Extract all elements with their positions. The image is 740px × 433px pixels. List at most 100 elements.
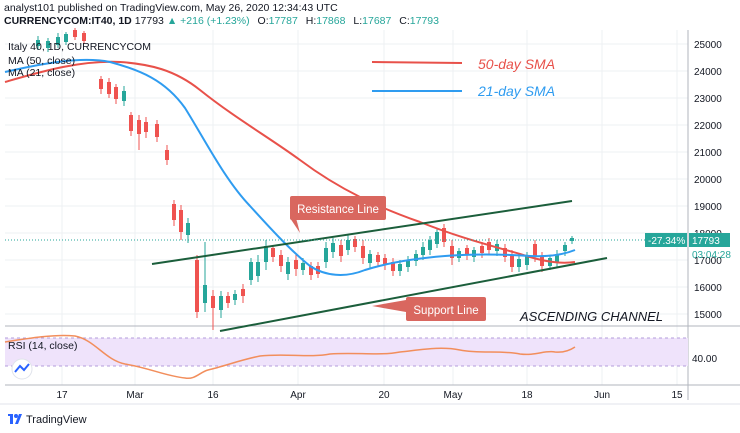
high-value: 17868	[316, 15, 346, 27]
bar-countdown: 03:04:28	[692, 250, 731, 261]
candle	[226, 292, 230, 308]
time-tick: 18	[521, 390, 533, 401]
candle	[179, 205, 183, 240]
candle	[271, 245, 275, 262]
price-tick: 23000	[694, 94, 722, 105]
price-tick: 25000	[694, 40, 722, 51]
candle	[376, 252, 380, 266]
rsi-band	[5, 338, 688, 366]
candle	[249, 258, 253, 285]
candle	[398, 260, 402, 276]
ma21-line	[4, 58, 576, 276]
sma50-annotation: 50-day SMA	[478, 56, 555, 72]
candle	[241, 284, 245, 303]
last-price-badge	[689, 233, 730, 247]
candle	[353, 236, 357, 252]
sma50-legend-line	[371, 61, 463, 64]
price-tick: 15000	[694, 310, 722, 321]
candle	[309, 262, 313, 280]
resistance-callout[interactable]: Resistance Line	[290, 196, 386, 233]
symbol-info: CURRENCYCOM:IT40, 1D 17793 ▲ +216 (+1.23…	[4, 15, 439, 27]
time-tick: Apr	[290, 390, 306, 401]
close-value: 17793	[409, 15, 439, 27]
tradingview-watermark-icon	[11, 358, 33, 380]
candle	[361, 240, 365, 264]
candle	[368, 250, 372, 268]
time-axis: 17 Mar 16 Apr 20 May 18 Jun 15	[56, 390, 683, 401]
chart-legend[interactable]: Italy 40, 1D, CURRENCYCOM MA (50, close)…	[8, 41, 151, 79]
candle	[36, 36, 40, 50]
footer-brand[interactable]: TradingView	[26, 414, 87, 426]
candle	[155, 120, 159, 142]
svg-text:Resistance Line: Resistance Line	[297, 204, 379, 216]
price-axis: 25000 24000 23000 22000 21000 20000 1900…	[694, 40, 722, 321]
rsi-label[interactable]: RSI (14, close)	[8, 340, 77, 352]
support-line[interactable]	[219, 257, 608, 332]
up-arrow-icon: ▲	[166, 15, 178, 27]
candle	[256, 255, 260, 282]
candle	[233, 290, 237, 305]
candle	[107, 78, 111, 98]
time-tick: 17	[56, 390, 68, 401]
low-value: 17687	[362, 15, 392, 27]
price-tick: 21000	[694, 148, 722, 159]
candle	[286, 257, 290, 280]
candle	[122, 86, 126, 106]
time-tick: 15	[671, 390, 683, 401]
support-callout[interactable]: Support Line	[372, 297, 486, 321]
ma50-line	[4, 60, 576, 264]
candle	[46, 38, 50, 52]
rsi-level: 40.00	[692, 354, 717, 365]
candle	[279, 250, 283, 272]
candle	[450, 240, 454, 265]
candle	[203, 242, 207, 312]
candle	[339, 240, 343, 262]
time-tick: Mar	[126, 390, 144, 401]
svg-text:Support Line: Support Line	[413, 305, 478, 317]
candle	[99, 76, 103, 94]
candle	[391, 258, 395, 276]
change-badge	[645, 233, 687, 247]
legend-ma21[interactable]: MA (21, close)	[8, 67, 75, 79]
time-tick: 20	[378, 390, 390, 401]
time-tick: Jun	[594, 390, 610, 401]
price-tick: 24000	[694, 67, 722, 78]
candle	[517, 255, 521, 272]
resistance-line[interactable]	[151, 200, 573, 265]
candle	[56, 33, 60, 48]
candle	[144, 117, 148, 138]
price-tick: 20000	[694, 175, 722, 186]
candle	[195, 255, 199, 318]
candle	[211, 290, 215, 330]
main-pane[interactable]	[5, 30, 688, 326]
candle	[165, 145, 169, 165]
candle	[82, 31, 86, 44]
change-badge-text: -27.34%	[648, 236, 685, 247]
publish-info: analyst101 published on TradingView.com,…	[4, 2, 338, 14]
symbol-name: CURRENCYCOM:IT40, 1D	[4, 15, 132, 27]
candle	[264, 240, 268, 270]
candle	[172, 200, 176, 226]
channel-label: ASCENDING CHANNEL	[519, 309, 663, 324]
candle	[129, 112, 133, 136]
time-tick: 16	[207, 390, 219, 401]
candle	[114, 84, 118, 104]
candle	[64, 32, 68, 45]
time-tick: May	[444, 390, 463, 401]
candle	[186, 218, 190, 243]
candle	[442, 224, 446, 247]
last-price: 17793	[134, 15, 164, 27]
price-tick: 19000	[694, 202, 722, 213]
candle	[435, 228, 439, 248]
candle	[73, 28, 77, 40]
rsi-line	[4, 334, 576, 380]
price-change: +216 (+1.23%)	[180, 15, 250, 27]
price-tick: 16000	[694, 283, 722, 294]
candle	[406, 256, 410, 272]
candle	[294, 255, 298, 276]
candle	[324, 242, 328, 268]
legend-ma50[interactable]: MA (50, close)	[8, 55, 75, 67]
last-price-badge-text: 17793	[692, 236, 720, 247]
tradingview-logo-icon	[8, 414, 22, 424]
